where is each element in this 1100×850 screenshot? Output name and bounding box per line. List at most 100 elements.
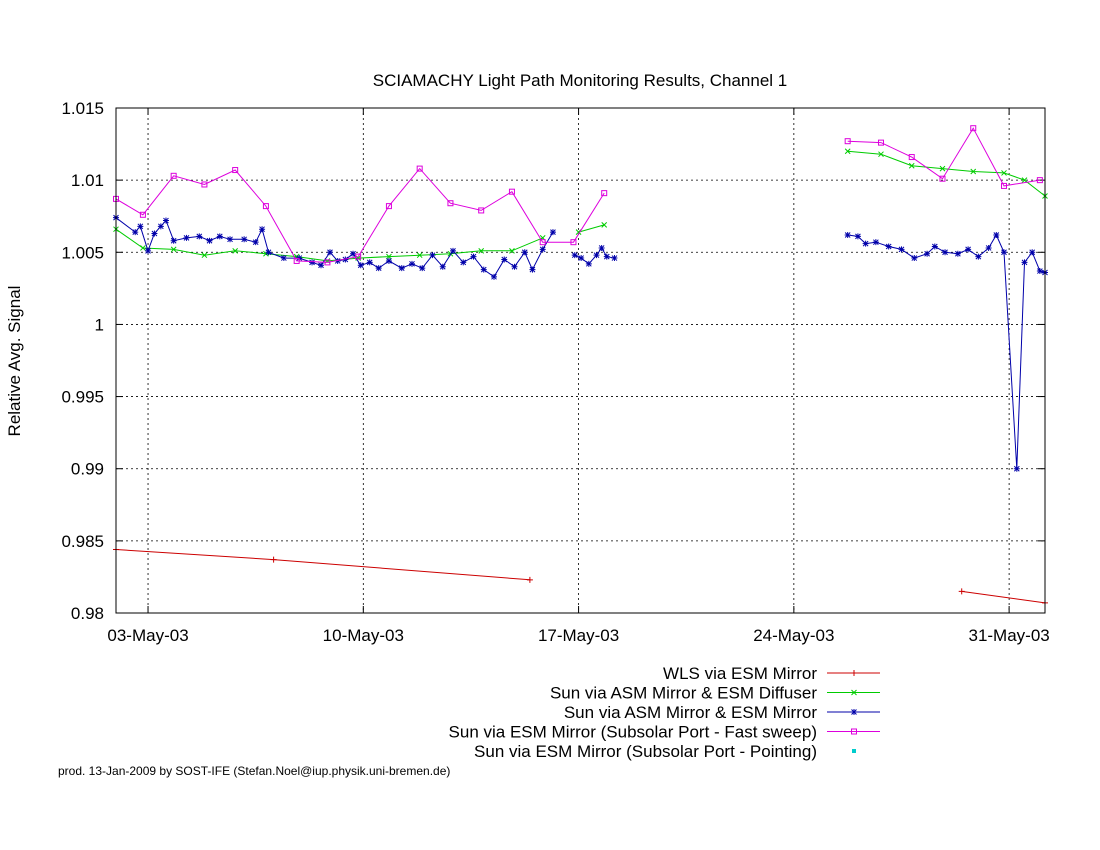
y-tick-label: 1.015 <box>61 99 104 118</box>
data-point <box>429 252 436 259</box>
data-point <box>157 223 164 230</box>
data-point <box>416 165 423 172</box>
data-point <box>598 244 605 251</box>
legend-item: WLS via ESM Mirror <box>663 664 880 683</box>
data-point <box>1001 170 1007 176</box>
data-point <box>521 249 528 256</box>
data-point <box>216 233 223 240</box>
legend-marker <box>851 670 857 676</box>
data-point <box>326 249 333 256</box>
data-point <box>601 222 608 228</box>
data-point <box>958 588 965 595</box>
data-point <box>206 237 213 244</box>
data-point <box>386 253 392 260</box>
x-tick-label: 17-May-03 <box>538 626 619 645</box>
data-point <box>480 266 487 273</box>
y-axis-ticks: 0.98 0.985 0.99 0.995 1 1.005 1.01 1.015 <box>61 99 1045 623</box>
data-point <box>385 257 392 264</box>
data-point <box>478 207 485 214</box>
y-tick-label: 1.01 <box>71 171 104 190</box>
series-line <box>961 590 1046 604</box>
data-point <box>508 188 515 195</box>
series-line <box>578 224 605 233</box>
data-point <box>170 246 177 253</box>
data-point <box>270 556 277 563</box>
data-point <box>470 253 477 260</box>
data-point <box>529 266 536 273</box>
data-point <box>151 230 158 237</box>
data-point <box>509 247 515 254</box>
data-point <box>970 168 977 175</box>
series-4 <box>113 125 1043 266</box>
data-point <box>539 239 546 246</box>
data-point <box>862 240 869 247</box>
data-point <box>1000 182 1007 189</box>
legend-marker <box>851 709 857 715</box>
data-point <box>578 255 585 262</box>
legend-marker <box>852 749 856 753</box>
data-point <box>970 125 977 132</box>
data-point <box>1036 268 1043 275</box>
data-point <box>877 139 884 146</box>
data-point <box>350 250 357 257</box>
chart-title: SCIAMACHY Light Path Monitoring Results,… <box>373 71 788 90</box>
data-point <box>908 162 915 169</box>
data-point <box>1013 465 1020 472</box>
y-tick-label: 0.99 <box>71 460 104 479</box>
data-point <box>170 237 177 244</box>
data-point <box>931 243 938 250</box>
data-point <box>954 250 961 257</box>
data-point <box>539 246 546 253</box>
data-point <box>1036 177 1043 184</box>
data-point <box>844 231 851 238</box>
data-point <box>603 253 610 260</box>
x-tick-label: 10-May-03 <box>323 626 404 645</box>
data-point <box>132 229 139 236</box>
data-point <box>1021 177 1028 183</box>
data-point <box>570 239 577 246</box>
data-point <box>145 247 152 254</box>
production-credit: prod. 13-Jan-2009 by SOST-IFE (Stefan.No… <box>58 764 451 778</box>
data-point <box>170 172 177 179</box>
data-point <box>439 263 446 270</box>
legend-marker <box>851 728 857 735</box>
data-point <box>844 148 851 155</box>
data-point <box>137 223 144 230</box>
y-axis-label: Relative Avg. Signal <box>5 286 24 437</box>
data-point <box>232 247 239 254</box>
data-point <box>985 244 992 251</box>
data-point <box>318 262 325 269</box>
data-point <box>939 165 946 172</box>
legend-item: Sun via ESM Mirror (Subsolar Port - Poin… <box>474 742 856 761</box>
series-line <box>847 127 1040 187</box>
legend-item: Sun via ASM Mirror & ESM Diffuser <box>550 684 880 703</box>
data-point <box>1021 259 1028 266</box>
data-point <box>854 233 861 240</box>
data-point <box>478 247 485 254</box>
data-point <box>309 259 316 266</box>
data-point <box>227 236 234 243</box>
data-point <box>1001 249 1007 256</box>
data-point <box>872 239 879 246</box>
data-point <box>201 181 208 188</box>
data-point <box>324 259 331 266</box>
legend-label: Sun via ESM Mirror (Subsolar Port - Fast… <box>449 723 817 742</box>
data-point <box>844 138 851 145</box>
data-point <box>965 246 972 253</box>
legend-label: WLS via ESM Mirror <box>663 664 817 683</box>
data-point <box>526 576 533 583</box>
series-line <box>115 167 605 263</box>
legend-label: Sun via ASM Mirror & ESM Diffuser <box>550 684 817 703</box>
data-point <box>201 252 208 259</box>
data-point <box>385 203 392 210</box>
y-tick-label: 0.995 <box>61 388 104 407</box>
data-point <box>460 259 467 266</box>
data-point <box>357 262 364 269</box>
data-point <box>585 260 592 267</box>
data-point <box>911 255 918 262</box>
legend-item: Sun via ASM Mirror & ESM Mirror <box>564 703 880 722</box>
data-point <box>375 265 382 272</box>
series-1 <box>113 546 1048 606</box>
x-tick-label: 03-May-03 <box>107 626 188 645</box>
data-point <box>416 252 423 259</box>
